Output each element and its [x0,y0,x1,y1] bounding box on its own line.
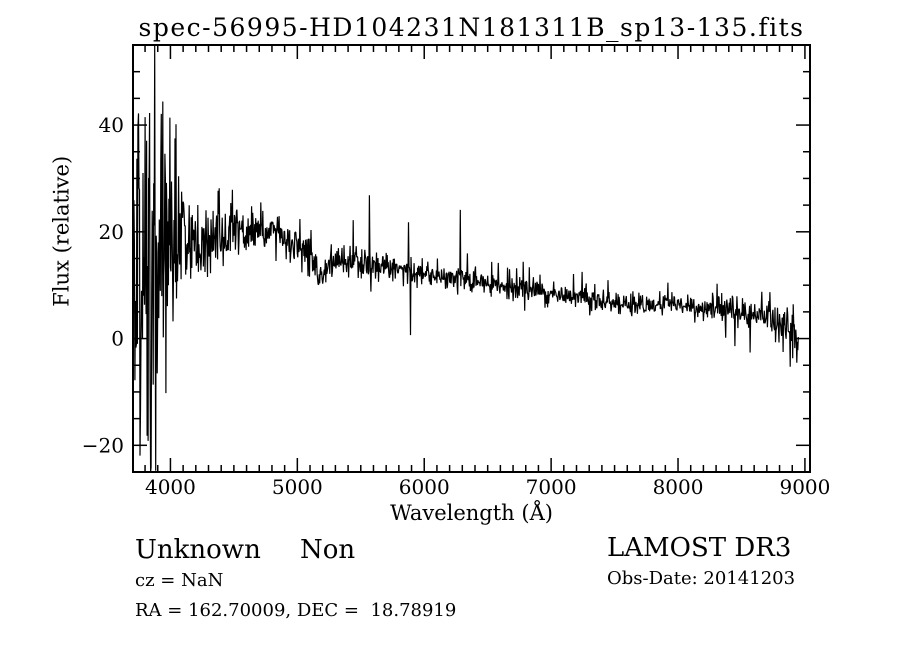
y-tick-label: 20 [99,220,124,244]
x-tick-label: 5000 [272,475,323,499]
survey-release-label: LAMOST DR3 [607,533,792,563]
x-tick-label: 6000 [399,475,450,499]
ra-dec-value: RA = 162.70009, DEC = 18.78919 [135,600,457,621]
cz-value: cz = NaN [135,570,224,591]
x-tick-label: 9000 [779,475,830,499]
classification-label: Unknown [135,535,261,565]
x-tick-label: 4000 [145,475,196,499]
y-tick-label: 0 [111,327,124,351]
y-tick-label: −20 [82,433,124,457]
obs-date-value: Obs-Date: 20141203 [607,568,796,589]
spectrum-line [133,44,799,473]
y-tick-label: 40 [99,113,124,137]
subclass-label: Non [300,535,356,565]
x-axis-label: Wavelength (Å) [390,501,553,525]
plot-title: spec-56995-HD104231N181311B_sp13-135.fit… [138,13,805,42]
x-tick-label: 8000 [653,475,704,499]
x-tick-label: 7000 [526,475,577,499]
plot-frame [132,44,811,473]
